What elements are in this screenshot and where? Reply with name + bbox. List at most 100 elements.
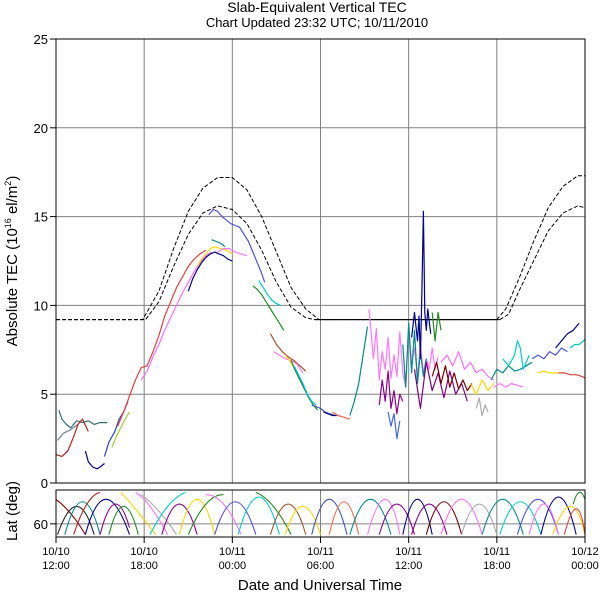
tec-series-line — [217, 248, 248, 257]
lat-track-line — [135, 491, 169, 535]
lat-track-line — [255, 491, 292, 535]
tec-series-line — [117, 249, 207, 427]
x-tick-time-label: 18:00 — [483, 560, 511, 572]
lat-track-line — [461, 503, 498, 535]
tec-series-line — [252, 285, 285, 331]
tec-series-line — [387, 411, 401, 440]
tec-series-line — [258, 280, 282, 306]
tec-series-line — [349, 326, 369, 416]
x-axis-title: Date and Universal Time — [238, 577, 402, 592]
tec-series-line — [57, 423, 79, 441]
lat-track-line — [311, 499, 348, 535]
x-tick-date-label: 10/11 — [307, 546, 334, 558]
y-tick-label: 25 — [34, 32, 48, 47]
tec-series-line — [431, 361, 473, 392]
tec-series-line — [531, 347, 568, 360]
lat-track-line — [481, 499, 524, 535]
lat-axis-title: Lat (deg) — [4, 481, 21, 541]
y-tick-label: 20 — [34, 121, 48, 136]
tec-series-line — [431, 311, 442, 342]
tec-series-line — [196, 246, 233, 267]
y-axis-title-suffix: ) — [4, 176, 21, 181]
lat-track-line — [528, 503, 560, 535]
y-tick-label: 10 — [34, 298, 48, 313]
lat-track-line — [425, 501, 463, 535]
lat-track-line — [55, 498, 86, 535]
lat-track-line — [140, 494, 177, 535]
x-tick-date-label: 10/11 — [395, 546, 422, 558]
tec-series-line — [269, 333, 307, 372]
lat-track-line — [149, 491, 186, 535]
x-tick-time-label: 12:00 — [42, 560, 70, 572]
x-tick-time-label: 00:00 — [219, 560, 247, 572]
lat-track-line — [516, 499, 560, 535]
reference-curve — [56, 205, 586, 321]
y-tick-label: 15 — [34, 210, 48, 225]
y-axis-title-middle: el/m — [4, 186, 21, 219]
y-tick-label: 0 — [41, 476, 48, 491]
lat-track-line — [411, 503, 448, 535]
lat-track-line — [572, 491, 586, 505]
tec-series-line — [111, 411, 131, 448]
main-plot-area: 0 5 10 15 20 25 — [34, 32, 586, 491]
tec-series-line — [555, 322, 580, 349]
lat-track-line — [552, 505, 586, 535]
tec-series-line — [502, 340, 530, 370]
x-tick-date-label: 10/12 — [571, 546, 599, 558]
tec-series-line — [569, 338, 586, 349]
lat-track-line — [349, 499, 392, 535]
lat-track-line — [108, 505, 139, 535]
y-axis-title-exponent-1: 16 — [3, 218, 13, 228]
x-tick-time-label: 12:00 — [395, 560, 423, 572]
y-tick-label: 5 — [41, 387, 48, 402]
x-tick-time-label: 18:00 — [130, 560, 158, 572]
tec-series-line — [84, 450, 105, 470]
tec-series-line — [475, 397, 489, 417]
lat-track-line — [269, 503, 307, 535]
tec-series-line — [331, 411, 351, 420]
lat-track-line — [237, 496, 280, 535]
tec-series-line — [558, 372, 586, 379]
lat-track-line — [563, 508, 586, 535]
tec-series-line — [208, 208, 266, 283]
latitude-plot-area: 10/10 12:00 10/10 18:00 10/11 00:00 10/11 06:00… — [34, 489, 599, 572]
chart-title: Slab-Equivalent Vertical TEC — [227, 0, 407, 15]
lat-track-line — [440, 499, 483, 535]
reference-curve — [56, 175, 585, 321]
x-tick-date-label: 10/11 — [219, 546, 246, 558]
lat-track-line — [56, 505, 95, 535]
tec-series-line — [440, 351, 495, 381]
tec-series-line — [140, 251, 213, 381]
chart-subtitle: Chart Updated 23:32 UTC; 10/11/2010 — [206, 15, 428, 30]
tec-series-line — [293, 365, 317, 406]
tec-series-line — [411, 210, 432, 360]
lat-track-line — [378, 503, 416, 535]
lat-track-line — [284, 505, 322, 535]
tec-series-line — [273, 351, 304, 374]
y-axis-title: Absolute TEC (1016 el/m2) — [3, 176, 21, 347]
tec-series-line — [469, 379, 495, 395]
tec-series-line — [402, 322, 427, 388]
lat-track-line — [205, 494, 242, 535]
tec-series-line — [490, 361, 533, 381]
tec-series-line — [58, 410, 108, 429]
lat-plot-frame — [55, 489, 586, 538]
lat-y-tick-label: 60 — [34, 517, 48, 532]
lat-track-line — [187, 494, 224, 535]
x-tick-time-label: 06:00 — [307, 560, 335, 572]
x-tick-time-label: 00:00 — [571, 560, 599, 572]
tec-series-line — [368, 308, 439, 388]
lat-track-line — [178, 499, 216, 535]
lat-track-line — [84, 499, 131, 535]
lat-track-line — [73, 491, 101, 535]
tec-series-line — [493, 382, 524, 388]
lat-track-line — [366, 499, 401, 535]
tec-series-line — [187, 251, 233, 292]
y-axis-title-exponent-2: 2 — [3, 181, 13, 186]
tec-series-line — [537, 370, 562, 374]
lat-track-line — [328, 501, 360, 535]
lat-track-line — [99, 503, 131, 535]
tec-series-line — [378, 370, 404, 415]
lat-track-line — [499, 501, 542, 535]
